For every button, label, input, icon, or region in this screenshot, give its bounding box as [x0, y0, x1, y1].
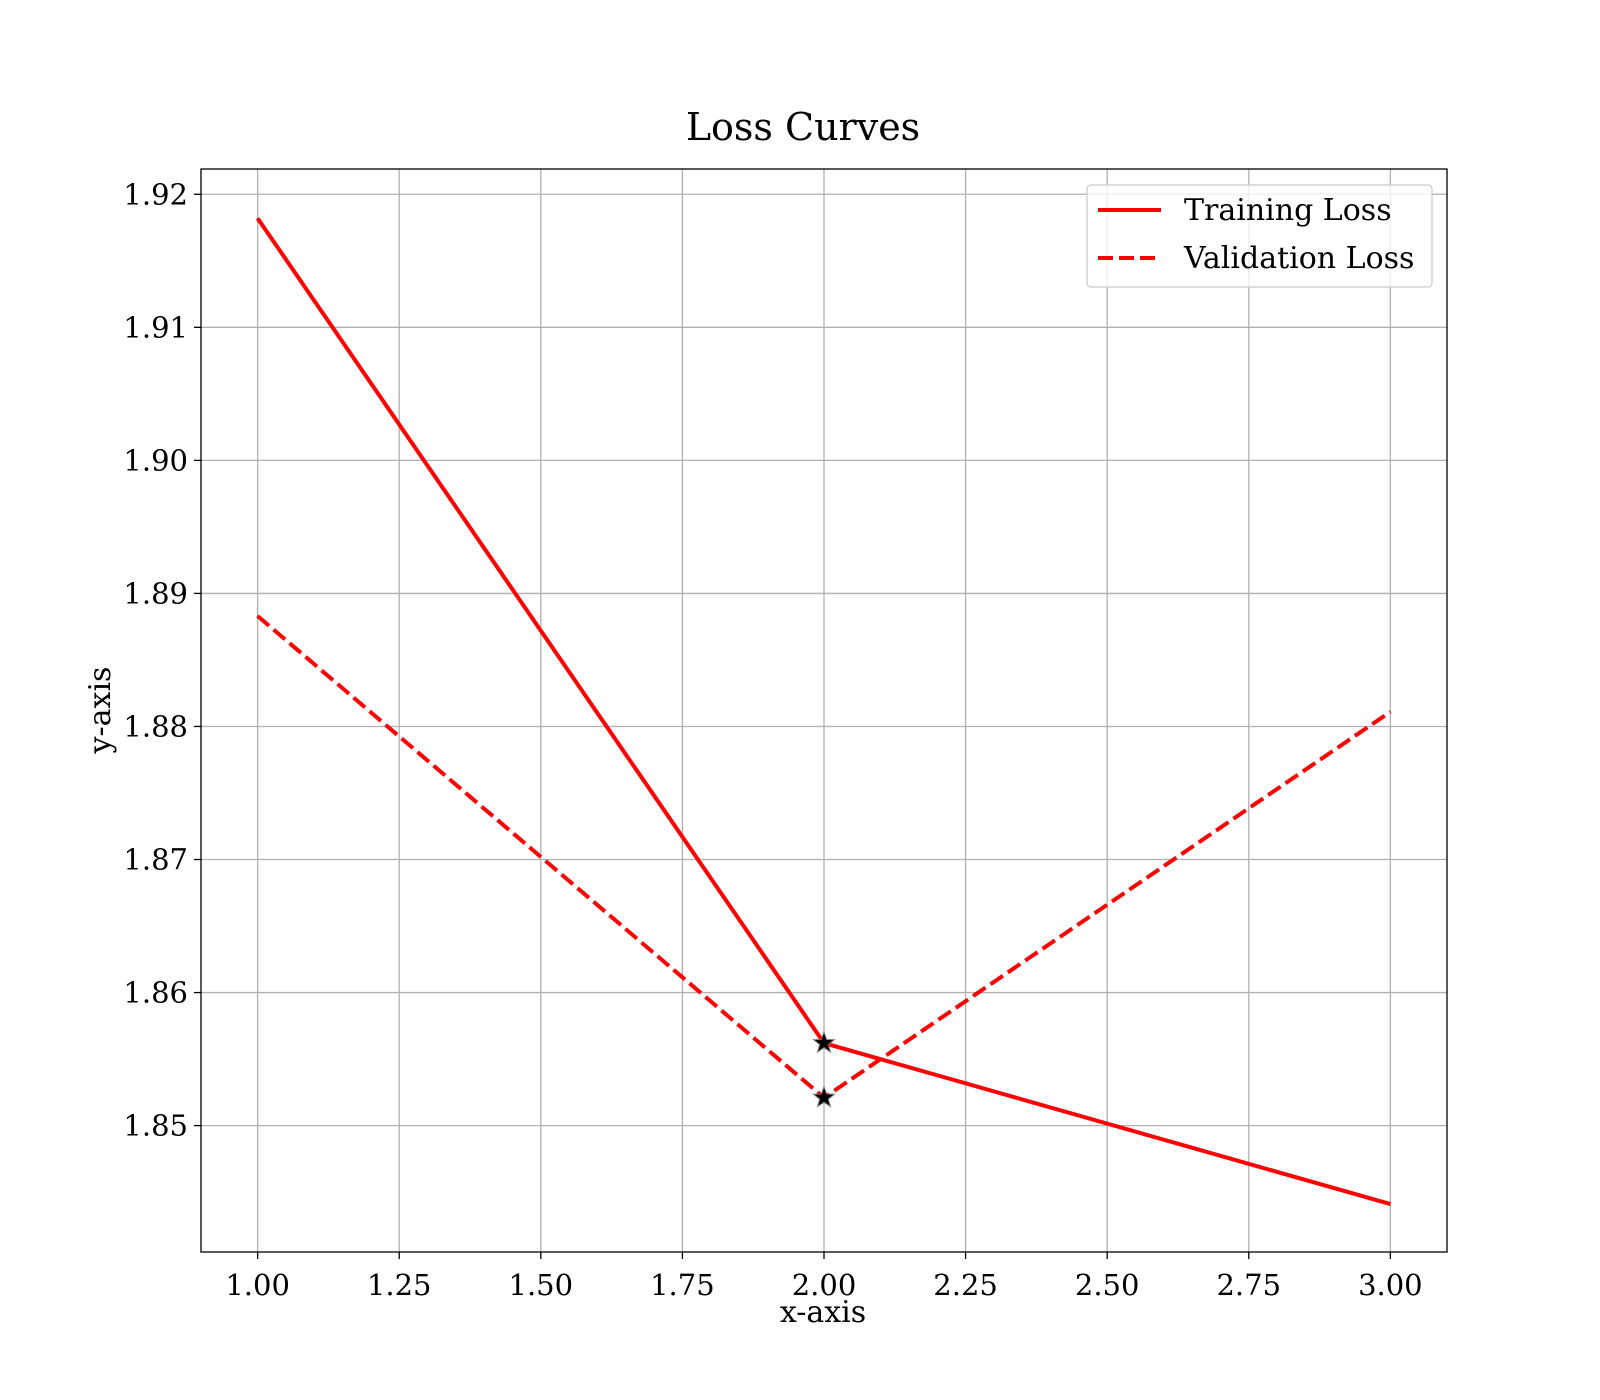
x-tick-label: 1.00 — [225, 1268, 290, 1302]
y-tick-label: 1.92 — [123, 177, 188, 211]
y-tick-label: 1.88 — [123, 709, 188, 743]
legend-label: Validation Loss — [1183, 241, 1414, 276]
x-tick-label: 1.50 — [509, 1268, 574, 1302]
legend: Training Loss Validation Loss — [1086, 184, 1433, 288]
x-tick-label: 2.25 — [933, 1268, 998, 1302]
y-tick-label: 1.85 — [123, 1109, 188, 1143]
x-tick-label: 1.75 — [650, 1268, 715, 1302]
star-icon — [812, 1085, 836, 1108]
y-tick-label: 1.86 — [123, 976, 188, 1010]
chart-title: Loss Curves — [686, 105, 920, 149]
markers-layer — [812, 1030, 836, 1108]
x-tick-label: 2.00 — [792, 1268, 857, 1302]
y-tick-label: 1.87 — [123, 843, 188, 877]
legend-box — [1086, 184, 1433, 288]
star-icon — [812, 1030, 836, 1054]
legend-label: Training Loss — [1184, 193, 1392, 228]
y-tick-label: 1.89 — [123, 576, 188, 610]
x-axis-ticks: 1.00 1.25 1.50 1.75 2.00 2.25 2.50 2.75 3.00 — [225, 1252, 1423, 1302]
x-axis-label: x-axis — [780, 1295, 866, 1330]
grid-lines — [201, 169, 1447, 1252]
x-tick-label: 2.75 — [1216, 1268, 1281, 1302]
y-tick-label: 1.90 — [123, 443, 188, 477]
x-tick-label: 2.50 — [1075, 1268, 1140, 1302]
x-tick-label: 1.25 — [367, 1268, 432, 1302]
x-tick-label: 3.00 — [1358, 1268, 1423, 1302]
y-axis-label: y-axis — [83, 667, 118, 755]
y-axis-ticks: 1.85 1.86 1.87 1.88 1.89 1.90 1.91 1.92 — [123, 177, 201, 1143]
y-tick-label: 1.91 — [123, 310, 188, 344]
